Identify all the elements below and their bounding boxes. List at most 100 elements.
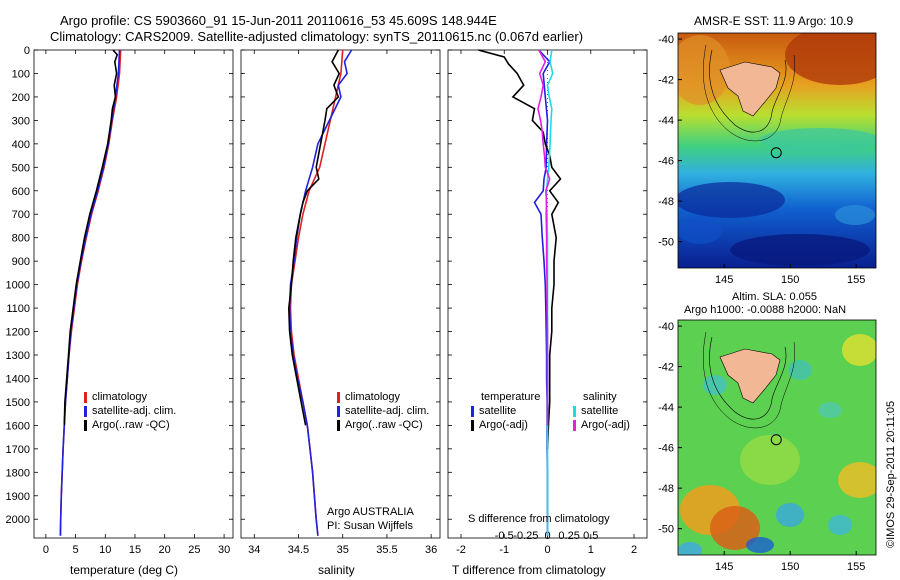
legend-label: Argo(-adj) (479, 419, 528, 431)
y-tick-label: 1800 (6, 467, 30, 479)
map-axis-ticks: 145 150 155 -40 -42 -44 -46 -48 -50 145 150 155 -40 -… (658, 34, 865, 573)
legend-item-s-argo: Argo(-adj) (573, 419, 630, 431)
map-y-tick-label: -42 (658, 362, 674, 374)
x-tick-label: -2 (456, 544, 466, 556)
temperature-profile-panel: 0 5 10 15 20 25 300100200300400500600700800900… (6, 45, 234, 556)
temperature-xlabel: temperature (deg C) (70, 563, 179, 577)
x-tick-label: 1 (588, 544, 594, 556)
x-tick-label: 15 (129, 544, 141, 556)
x2-tick-label: -0.25 (513, 530, 538, 542)
figure-title-line2: Climatology: CARS2009. Satellite-adjuste… (50, 29, 584, 44)
y-tick-label: 1700 (6, 444, 30, 456)
tasmania-landmass (719, 61, 781, 117)
x-tick-label: 35 (337, 544, 349, 556)
map-x-tick-label: 150 (781, 561, 799, 573)
x2-tick-label: 0.5 (583, 530, 598, 542)
plot-frame (240, 49, 441, 539)
plot-frame (33, 49, 234, 539)
legend-label: climatology (345, 391, 401, 403)
map-y-tick-label: -42 (658, 75, 674, 87)
map-y-tick-label: -50 (658, 237, 674, 249)
y-tick-label: 2000 (6, 514, 30, 526)
map-y-tick-label: -46 (658, 156, 674, 168)
map-y-tick-label: -48 (658, 483, 674, 495)
legend-item-s-satellite: satellite (573, 405, 618, 417)
y-tick-label: 800 (12, 233, 30, 245)
y-tick-label: 1500 (6, 397, 30, 409)
map-y-tick-label: -44 (658, 115, 674, 127)
legend-label: satellite-adj. clim. (345, 405, 430, 417)
x-tick-label: 34.5 (288, 544, 309, 556)
x-tick-label: 5 (73, 544, 79, 556)
map-y-tick-label: -40 (658, 321, 674, 333)
figure-title-line1: Argo profile: CS 5903660_91 15-Jun-2011 … (60, 13, 497, 28)
legend-item-t-argo: Argo(-adj) (471, 419, 528, 431)
legend-label: Argo(-adj) (581, 419, 630, 431)
map-y-tick-label: -44 (658, 402, 674, 414)
diff-legend-salinity-header: salinity (583, 391, 617, 403)
salinity-annotation-pi: PI: Susan Wijffels (327, 520, 413, 532)
legend-label: Argo(..raw -QC) (92, 419, 170, 431)
sst-map-title: AMSR-E SST: 11.9 Argo: 10.9 (694, 14, 854, 28)
x-tick-label: 0 (544, 544, 550, 556)
map-x-tick-label: 155 (847, 561, 865, 573)
sst-map-panel (677, 32, 877, 269)
map-x-tick-label: 145 (715, 561, 733, 573)
argo-position-marker (770, 434, 782, 446)
x-tick-label: 0 (43, 544, 49, 556)
y-tick-label: 200 (12, 92, 30, 104)
x-tick-label: 2 (631, 544, 637, 556)
y-tick-label: 600 (12, 186, 30, 198)
map-x-tick-label: 145 (715, 274, 733, 286)
y-tick-label: 400 (12, 139, 30, 151)
series-line-t-argo-adj- (478, 49, 562, 449)
legend-label: satellite (479, 405, 517, 417)
map-y-tick-label: -50 (658, 524, 674, 536)
y-tick-label: 1200 (6, 327, 30, 339)
y-tick-label: 300 (12, 115, 30, 127)
diff-legend-temperature-header: temperature (481, 391, 541, 403)
x-tick-label: 20 (159, 544, 171, 556)
map-x-tick-label: 150 (781, 274, 799, 286)
x-tick-label: 25 (188, 544, 200, 556)
sla-map-title2: Argo h1000: -0.0088 h2000: NaN (684, 304, 847, 316)
legend-label: climatology (92, 391, 148, 403)
x-tick-label: -1 (499, 544, 509, 556)
sla-map-panel (677, 319, 877, 556)
series-line-argo-raw-qc- (287, 49, 341, 426)
map-y-tick-label: -46 (658, 443, 674, 455)
legend-item-argo: Argo(..raw -QC) (84, 419, 170, 431)
bathymetry-contour (709, 49, 787, 133)
map-y-tick-label: -48 (658, 196, 674, 208)
series-line-argo-raw-qc- (63, 49, 119, 426)
legend-item-climatology: climatology (337, 391, 400, 403)
sst-map-field (678, 33, 876, 268)
legend-label: Argo(..raw -QC) (345, 419, 423, 431)
x2-tick-label: -0.5 (495, 530, 514, 542)
diff-xlabel-temperature: T difference from climatology (452, 563, 606, 577)
y-tick-label: 100 (12, 68, 30, 80)
map-y-tick-label: -40 (658, 34, 674, 46)
salinity-profile-panel: 34 34.5 35 35.5 36 (240, 49, 441, 556)
legend-item-climatology: climatology (84, 391, 147, 403)
x-tick-label: 10 (99, 544, 111, 556)
y-tick-label: 1100 (6, 303, 30, 315)
x2-tick-label: 0.25 (558, 530, 579, 542)
argo-position-marker (770, 147, 782, 159)
map-x-tick-label: 155 (847, 274, 865, 286)
x-tick-label: 30 (218, 544, 230, 556)
legend-label: satellite (581, 405, 619, 417)
y-tick-label: 900 (12, 256, 30, 268)
y-tick-label: 0 (24, 45, 30, 57)
sla-map-field (678, 320, 876, 555)
legend-item-satellite-adj: satellite-adj. clim. (84, 405, 176, 417)
imos-credit: ©IMOS 29-Sep-2011 20:11:05 (885, 400, 897, 548)
bathymetry-contour (709, 336, 787, 420)
legend-item-argo: Argo(..raw -QC) (337, 419, 423, 431)
diff-xlabel-salinity: S difference from climatology (468, 513, 610, 525)
x-tick-label: 36 (425, 544, 437, 556)
legend-label: satellite-adj. clim. (92, 405, 177, 417)
y-tick-label: 1400 (6, 373, 30, 385)
y-tick-label: 1300 (6, 350, 30, 362)
